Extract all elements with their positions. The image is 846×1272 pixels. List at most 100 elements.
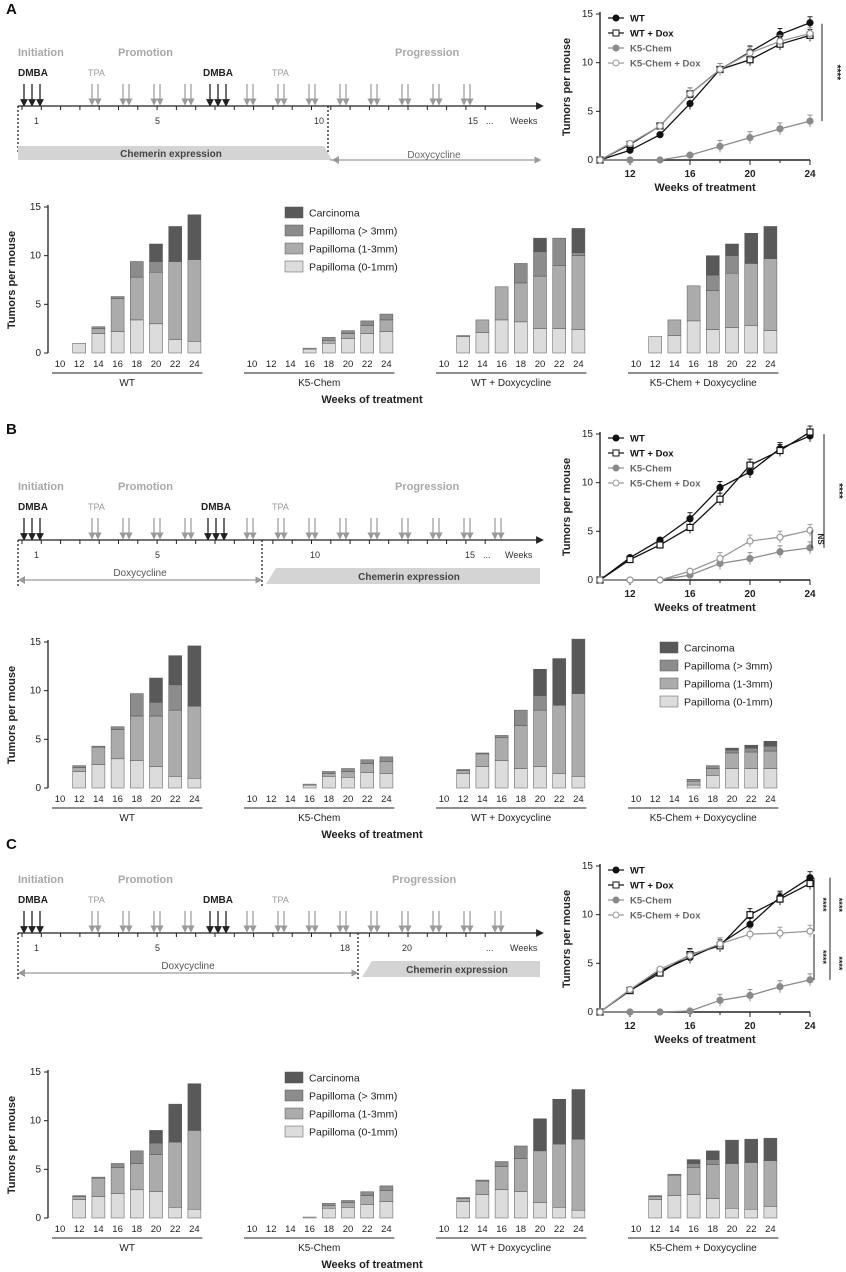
bar-segment-pap-gt3 — [130, 693, 144, 717]
bar-group-wt-doxycycline: 10 12 14 16 18 20 22 24 WT + Doxycycline — [436, 1089, 587, 1254]
legend-label: WT + Dox — [630, 449, 674, 460]
bar-week-label: 16 — [688, 1224, 699, 1235]
bar-y-axis-title: Tumors per mouse — [6, 666, 18, 764]
bar-legend-label: Carcinoma — [309, 208, 360, 220]
series-wt-dox — [596, 425, 814, 584]
bar-week-label: 24 — [189, 359, 200, 370]
bar-segment-pap-1-3 — [706, 290, 720, 330]
bar-week-label: 12 — [650, 794, 661, 805]
timeline-ellipsis: ... — [486, 116, 494, 126]
treatment-schedule: Initiation Promotion Progression DMBA DMBA TP… — [17, 47, 544, 164]
bar-segment-pap-0-1 — [552, 773, 566, 789]
bar-segment-pap-0-1 — [706, 1198, 720, 1219]
phase-initiation: Initiation — [18, 874, 64, 886]
legend-label: K5-Chem + Dox — [630, 911, 701, 922]
bar-segment-carcinoma — [744, 1138, 758, 1163]
bar-segment-pap-1-3 — [110, 1167, 125, 1194]
bar-segment-pap-0-1 — [571, 776, 586, 789]
bar-legend-label: Papilloma (> 3mm) — [309, 1091, 397, 1103]
bar-segment-pap-1-3 — [763, 258, 778, 331]
line-y-tick-label: 10 — [582, 58, 594, 69]
bar-y-tick-label: 5 — [35, 734, 41, 745]
bar-segment-pap-gt3 — [110, 1163, 125, 1168]
bar-segment-carcinoma — [168, 655, 182, 686]
bar-segment-pap-0-1 — [686, 320, 701, 354]
bar-segment-pap-gt3 — [379, 1185, 394, 1191]
group-label: WT — [119, 378, 135, 389]
bar-segment-pap-gt3 — [533, 695, 547, 711]
bar-segment-pap-1-3 — [302, 347, 317, 350]
bar-segment-pap-0-1 — [168, 776, 182, 789]
bar-legend-swatch — [284, 1125, 304, 1138]
bar-week-label: 12 — [266, 794, 277, 805]
bar-x-axis-title: Weeks of treatment — [321, 1259, 423, 1271]
bar-y-tick-label: 15 — [30, 1067, 42, 1078]
bar-segment-pap-gt3 — [514, 263, 528, 284]
data-point — [806, 29, 814, 38]
bar-segment-pap-0-1 — [494, 319, 509, 354]
bar-segment-pap-0-1 — [322, 1208, 336, 1219]
bar-segment-pap-gt3 — [360, 1191, 374, 1196]
legend-label: WT + Dox — [630, 881, 674, 892]
line-y-tick-label: 15 — [582, 861, 594, 872]
bar-group-wt: 10 12 14 16 18 20 22 24 WT — [52, 645, 203, 824]
bar-segment-pap-1-3 — [494, 737, 509, 761]
bar-segment-pap-gt3 — [494, 735, 509, 738]
series-line — [599, 22, 811, 161]
phase-progression: Progression — [395, 481, 459, 493]
bar-segment-pap-gt3 — [379, 313, 394, 321]
bar-segment-pap-0-1 — [744, 1208, 758, 1219]
line-y-tick-label: 5 — [587, 106, 593, 117]
bar-week-label: 24 — [573, 1224, 584, 1235]
line-y-tick-label: 0 — [587, 575, 593, 586]
bar-segment-pap-0-1 — [130, 760, 144, 789]
bar-legend-label: Papilloma (0-1mm) — [309, 1127, 398, 1139]
dmba-label: DMBA — [203, 68, 233, 79]
timeline-tick-label: 5 — [155, 550, 160, 560]
line-x-axis-title: Weeks of treatment — [654, 182, 756, 194]
bar-segment-pap-1-3 — [379, 761, 394, 774]
band-label-right: Doxycycline — [407, 150, 461, 161]
bar-segment-pap-1-3 — [322, 340, 336, 344]
data-point — [686, 99, 694, 108]
bar-week-label: 22 — [170, 1224, 181, 1235]
stacked-bar-chart: 0 5 10 15 Tumors per mouse 10 12 14 16 18 20 22 24 WT… — [6, 1067, 779, 1271]
data-point — [716, 142, 724, 150]
bar-y-tick-label: 10 — [30, 1116, 42, 1127]
timeline-tick-label: 1 — [34, 943, 39, 953]
group-label: WT + Doxycycline — [471, 813, 552, 824]
bar-segment-pap-1-3 — [187, 705, 202, 779]
bar-week-label: 12 — [266, 359, 277, 370]
bar-segment-pap-0-1 — [533, 328, 547, 354]
bar-segment-pap-1-3 — [360, 1195, 374, 1205]
bar-segment-pap-0-1 — [552, 328, 566, 354]
line-y-tick-label: 15 — [582, 9, 594, 20]
band-label-left: Doxycycline — [161, 961, 215, 972]
bar-week-label: 16 — [496, 359, 507, 370]
bar-week-label: 10 — [55, 359, 66, 370]
bar-segment-pap-1-3 — [341, 1202, 355, 1208]
bar-week-label: 24 — [189, 794, 200, 805]
bar-segment-pap-0-1 — [130, 1189, 144, 1219]
bar-group-wt: 10 12 14 16 18 20 22 24 WT — [52, 214, 203, 389]
phase-initiation: Initiation — [18, 481, 64, 493]
bar-segment-carcinoma — [149, 1130, 163, 1144]
bar-segment-pap-gt3 — [706, 1159, 720, 1165]
bar-segment-pap-0-1 — [763, 768, 778, 789]
bar-segment-pap-1-3 — [110, 298, 125, 332]
bar-segment-pap-1-3 — [725, 752, 739, 769]
bar-segment-pap-gt3 — [763, 745, 778, 752]
bar-week-label: 10 — [247, 794, 258, 805]
data-point — [716, 940, 724, 948]
bar-segment-pap-0-1 — [494, 1189, 509, 1219]
data-point — [746, 911, 754, 919]
bar-segment-carcinoma — [533, 1118, 547, 1152]
data-point — [776, 37, 784, 45]
legend-label: WT — [630, 866, 645, 877]
timeline-tick-label: 1 — [34, 116, 39, 126]
data-point — [746, 461, 754, 469]
legend-marker — [612, 464, 620, 472]
bar-segment-pap-1-3 — [91, 328, 106, 334]
line-y-tick-label: 5 — [587, 526, 593, 537]
bar-legend-label: Papilloma (1-3mm) — [309, 244, 398, 256]
